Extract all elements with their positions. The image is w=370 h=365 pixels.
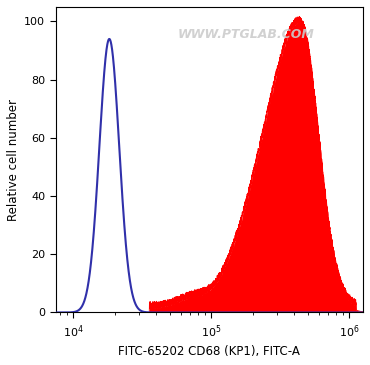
- X-axis label: FITC-65202 CD68 (KP1), FITC-A: FITC-65202 CD68 (KP1), FITC-A: [118, 345, 300, 358]
- Text: WWW.PTGLAB.COM: WWW.PTGLAB.COM: [178, 28, 314, 41]
- Y-axis label: Relative cell number: Relative cell number: [7, 99, 20, 221]
